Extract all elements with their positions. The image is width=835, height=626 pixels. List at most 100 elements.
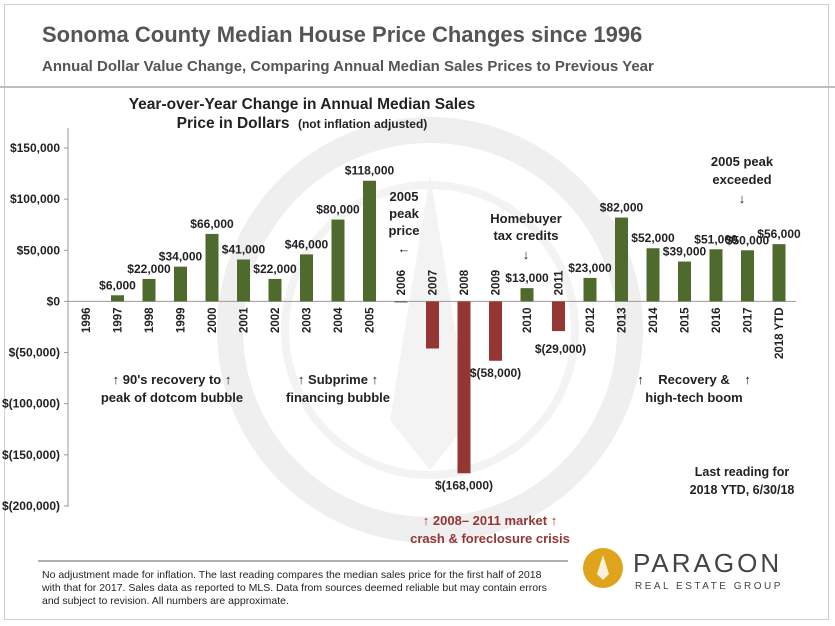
- data-label: $41,000: [222, 242, 266, 256]
- bar-2004: [331, 219, 345, 302]
- bar-2013: [615, 217, 628, 302]
- bar-2005: [363, 180, 376, 302]
- x-tick-label: 2006: [396, 270, 408, 296]
- x-tick-label: 2014: [648, 307, 660, 333]
- x-tick-label: 1996: [81, 307, 93, 333]
- x-axis-labels: 1996 1997 1998 1999 2000 2001 2002 2003 2004 2005…: [81, 269, 786, 359]
- data-label: $(168,000): [435, 478, 493, 492]
- bars: [111, 180, 786, 474]
- data-label: $56,000: [757, 227, 801, 241]
- bar-2018-ytd: [772, 244, 786, 302]
- annotation-crisis-line2: crash & foreclosure crisis: [410, 531, 570, 546]
- data-label: $34,000: [159, 250, 203, 264]
- x-tick-label: 2017: [743, 307, 755, 333]
- x-tick-label: 2015: [680, 307, 692, 333]
- data-label: $(58,000): [470, 366, 521, 380]
- annotation-peak-exceeded: 2005 peak exceeded ↓: [711, 154, 774, 206]
- data-labels: $6,000$22,000$34,000$66,000$41,000$22,00…: [99, 164, 801, 493]
- data-label: $66,000: [190, 217, 234, 231]
- data-label: $13,000: [505, 271, 549, 285]
- bar-2006: [394, 301, 408, 303]
- chart-title-line1: Year-over-Year Change in Annual Median S…: [129, 96, 476, 113]
- bar-2008: [457, 301, 471, 474]
- x-tick-label: 2010: [522, 307, 534, 333]
- annotation-recovery: ↑ Recovery & ↑ high-tech boom: [637, 372, 750, 405]
- x-tick-label: 2013: [617, 307, 629, 333]
- data-label: $(29,000): [535, 342, 586, 356]
- bar-2001: [237, 259, 250, 302]
- data-label: $22,000: [127, 262, 171, 276]
- x-tick-label: 2005: [365, 307, 377, 333]
- data-label: $50,000: [726, 233, 770, 247]
- bar-2007: [426, 301, 439, 349]
- annotation-subprime: ↑ Subprime ↑ financing bubble: [286, 372, 390, 405]
- header-divider: [0, 86, 835, 88]
- y-tick-label: $(100,000): [2, 397, 60, 411]
- x-tick-label: 2009: [491, 270, 503, 296]
- annotation-subprime-line2: financing bubble: [286, 390, 390, 405]
- x-tick-label: 1999: [176, 307, 188, 333]
- annotation-peak-line3: price: [388, 223, 419, 238]
- chart-title-note: (not inflation adjusted): [298, 117, 427, 131]
- y-tick-label: $100,000: [10, 192, 60, 206]
- x-tick-label: 2008: [459, 269, 471, 295]
- bar-2015: [678, 261, 691, 302]
- footnote: No adjustment made for inflation. The la…: [42, 569, 547, 607]
- data-label: $118,000: [345, 164, 395, 178]
- annotation-credits-arrow: ↓: [523, 247, 530, 262]
- annotation-credits-line2: tax credits: [493, 228, 558, 243]
- annotation-exceeded-arrow: ↓: [739, 191, 746, 206]
- bar-2012: [583, 277, 597, 302]
- bar-2016: [709, 249, 723, 302]
- data-label: $22,000: [253, 262, 297, 276]
- bar-2017: [741, 250, 754, 302]
- annotation-crisis: ↑ 2008– 2011 market ↑ crash & foreclosur…: [410, 513, 570, 546]
- annotation-credits-line1: Homebuyer: [490, 211, 562, 226]
- annotation-dotcom-line1: ↑ 90's recovery to ↑: [113, 372, 232, 387]
- bar-2003: [300, 254, 313, 302]
- annotation-2005-peak: 2005 peak price ←: [388, 189, 419, 256]
- bar-2000: [205, 233, 219, 302]
- annotation-last-line1: Last reading for: [695, 465, 790, 479]
- data-label: $23,000: [568, 261, 612, 275]
- bar-2002: [268, 278, 282, 302]
- y-tick-label: $(150,000): [2, 448, 60, 462]
- x-tick-label: 1998: [144, 307, 156, 333]
- annotation-peak-line1: 2005: [390, 189, 419, 204]
- x-tick-label: 2001: [239, 307, 251, 333]
- x-tick-label: 2004: [333, 307, 345, 333]
- logo-mark-icon: [583, 548, 623, 588]
- x-tick-label: 2003: [302, 307, 314, 333]
- x-tick-label: 2011: [554, 270, 566, 296]
- chart-title-line2: Price in Dollars (not inflation adjusted…: [177, 115, 428, 132]
- data-label: $6,000: [99, 278, 136, 292]
- annotation-recovery-line1: ↑ Recovery & ↑: [637, 372, 750, 387]
- data-label: $80,000: [316, 203, 360, 217]
- y-tick-label: $(200,000): [2, 499, 60, 513]
- annotation-peak-arrow: ←: [398, 241, 411, 256]
- annotation-dotcom: ↑ 90's recovery to ↑ peak of dotcom bubb…: [101, 372, 243, 405]
- x-tick-label: 2016: [711, 307, 723, 333]
- annotation-recovery-line2: high-tech boom: [645, 390, 743, 405]
- footer-divider: [38, 560, 568, 562]
- annotation-peak-line2: peak: [389, 206, 419, 221]
- data-label: $46,000: [285, 237, 329, 251]
- bar-2014: [646, 248, 660, 302]
- y-tick-label: $50,000: [17, 243, 61, 257]
- annotation-last-reading: Last reading for 2018 YTD, 6/30/18: [690, 465, 795, 497]
- annotation-exceeded-line1: 2005 peak: [711, 154, 774, 169]
- bar-1998: [142, 278, 156, 302]
- annotation-exceeded-line2: exceeded: [712, 172, 771, 187]
- data-label: $51,000: [694, 232, 738, 246]
- x-tick-label: 2018 YTD: [774, 307, 786, 359]
- annotation-dotcom-line2: peak of dotcom bubble: [101, 390, 243, 405]
- bar-1997: [111, 295, 124, 302]
- x-tick-label: 2002: [270, 307, 282, 333]
- bar-2010: [520, 288, 534, 302]
- annotation-tax-credits: Homebuyer tax credits ↓: [490, 211, 562, 262]
- bar-2009: [489, 301, 502, 361]
- x-tick-label: 2007: [428, 270, 440, 296]
- data-label: $39,000: [663, 245, 707, 259]
- page-title: Sonoma County Median House Price Changes…: [42, 22, 643, 47]
